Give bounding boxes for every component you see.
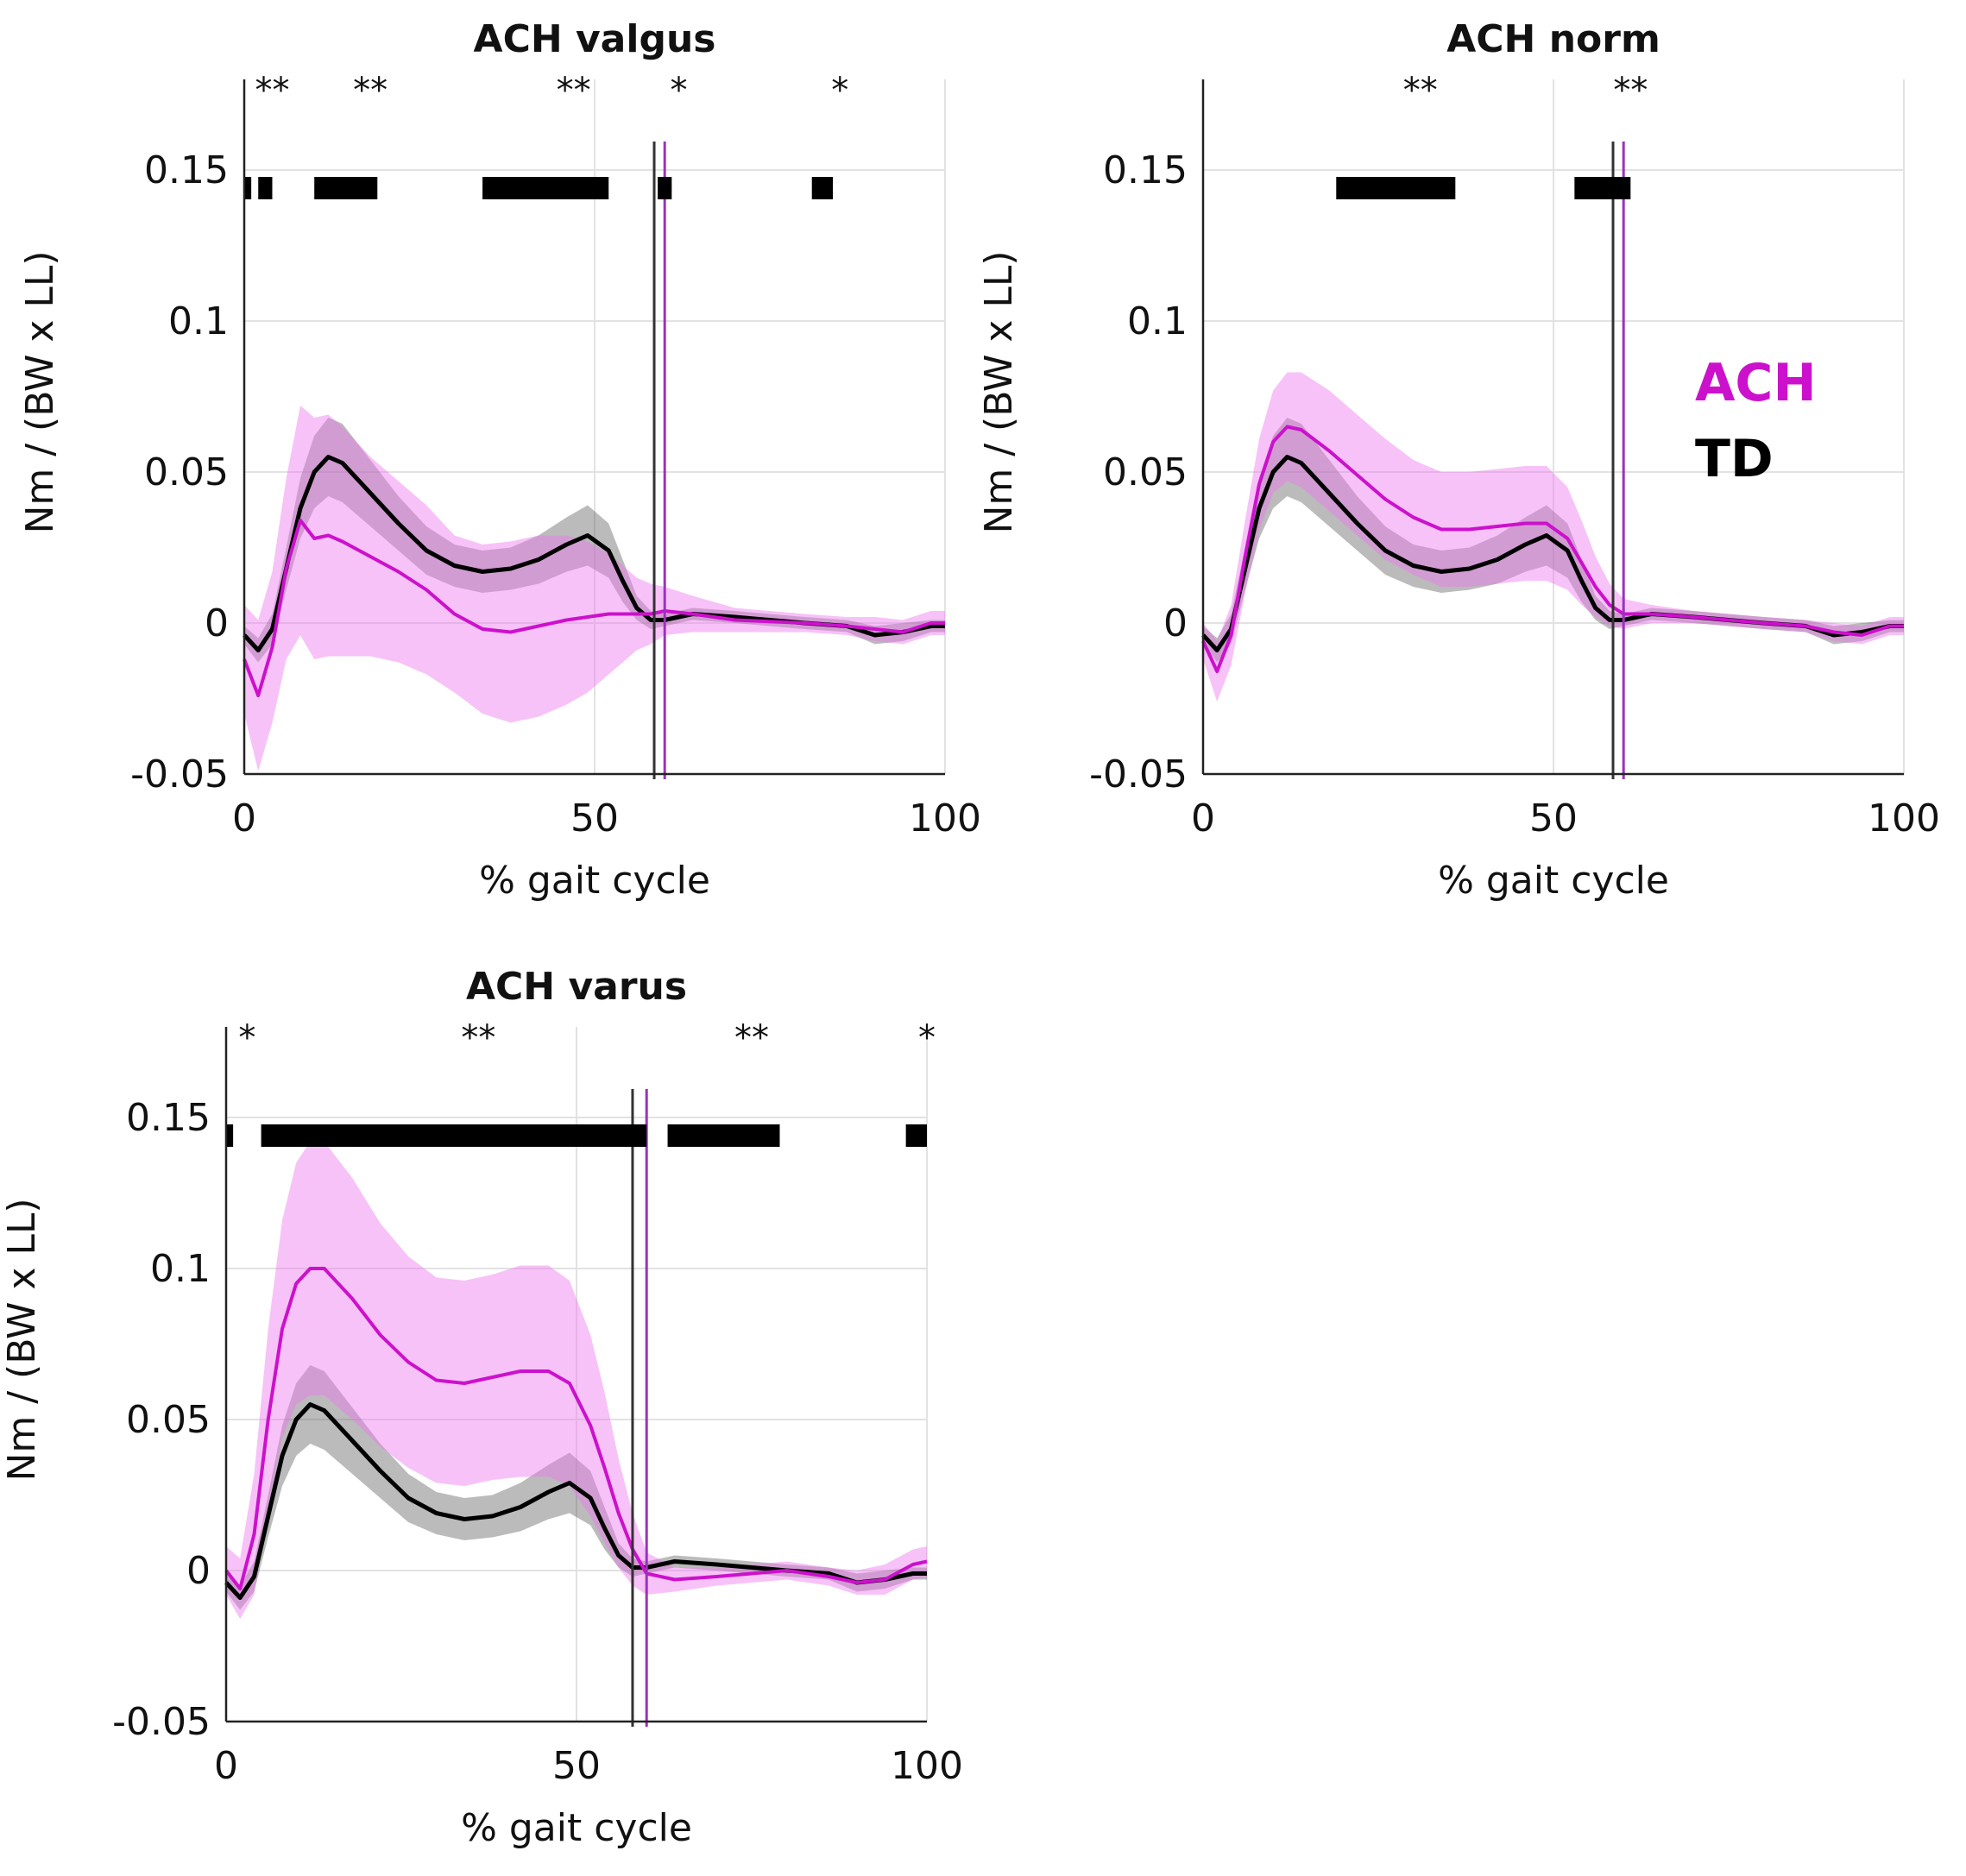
significance-bar xyxy=(1574,177,1631,199)
y-axis-label: Nm / (BW x LL) xyxy=(977,250,1021,533)
ach-mean-line xyxy=(1201,425,1904,673)
significance-bar xyxy=(482,177,609,199)
y-tick-label: -0.05 xyxy=(112,1700,211,1744)
y-tick-label: 0.1 xyxy=(150,1247,211,1291)
significance-bar xyxy=(1336,177,1456,199)
x-tick-label: 0 xyxy=(1191,796,1215,840)
x-tick-label: 100 xyxy=(909,796,981,840)
y-tick-label: 0.15 xyxy=(1103,148,1188,192)
x-tick-label: 50 xyxy=(570,796,619,840)
y-tick-label: -0.05 xyxy=(1089,752,1188,796)
significance-star: ** xyxy=(1613,71,1648,110)
y-tick-label: 0.05 xyxy=(126,1398,211,1442)
panel-title: ACH norm xyxy=(1446,17,1660,61)
ach-sd-band xyxy=(226,1142,927,1619)
significance-bar xyxy=(258,177,273,199)
significance-bar xyxy=(658,177,672,199)
significance-bar xyxy=(314,177,378,199)
y-tick-label: -0.05 xyxy=(130,752,229,796)
legend-td: TD xyxy=(1695,429,1774,489)
x-axis-label: % gait cycle xyxy=(461,1806,692,1850)
y-tick-label: 0 xyxy=(186,1549,211,1593)
significance-star: * xyxy=(918,1018,936,1058)
significance-star: * xyxy=(831,71,848,110)
significance-star: ** xyxy=(734,1018,769,1058)
significance-bar xyxy=(905,1124,927,1147)
significance-star: ** xyxy=(353,71,388,110)
significance-bar xyxy=(261,1124,647,1147)
panel-title: ACH valgus xyxy=(474,17,716,61)
x-tick-label: 0 xyxy=(232,796,256,840)
ach-sd-band xyxy=(244,406,945,771)
ach-mean-line xyxy=(224,1267,928,1590)
y-tick-label: 0.05 xyxy=(144,450,229,494)
x-tick-label: 50 xyxy=(1529,796,1578,840)
significance-star: ** xyxy=(557,71,591,110)
significance-bar xyxy=(811,177,834,199)
ach-mean-line xyxy=(243,519,945,697)
y-tick-label: 0.15 xyxy=(144,148,229,192)
x-tick-label: 100 xyxy=(1868,796,1940,840)
y-axis-label: Nm / (BW x LL) xyxy=(18,250,62,533)
y-tick-label: 0 xyxy=(205,601,229,645)
y-tick-label: 0 xyxy=(1163,601,1188,645)
significance-bar xyxy=(226,1124,234,1147)
x-axis-label: % gait cycle xyxy=(1438,859,1669,903)
x-tick-label: 0 xyxy=(214,1744,238,1788)
significance-star: ** xyxy=(461,1018,495,1058)
y-axis-label: Nm / (BW x LL) xyxy=(0,1198,44,1481)
y-tick-label: 0.05 xyxy=(1103,450,1188,494)
significance-star: ** xyxy=(1403,71,1438,110)
y-tick-label: 0.15 xyxy=(126,1096,211,1140)
significance-bar xyxy=(667,1124,780,1147)
significance-bar xyxy=(244,177,252,199)
x-tick-label: 100 xyxy=(891,1744,963,1788)
significance-star: ** xyxy=(255,71,289,110)
significance-star: * xyxy=(670,71,687,110)
significance-star: * xyxy=(238,1018,255,1058)
legend-ach: ACH xyxy=(1695,353,1817,413)
panel-title: ACH varus xyxy=(466,965,687,1009)
x-tick-label: 50 xyxy=(552,1744,601,1788)
y-tick-label: 0.1 xyxy=(1127,299,1188,343)
x-axis-label: % gait cycle xyxy=(479,859,710,903)
y-tick-label: 0.1 xyxy=(168,299,229,343)
